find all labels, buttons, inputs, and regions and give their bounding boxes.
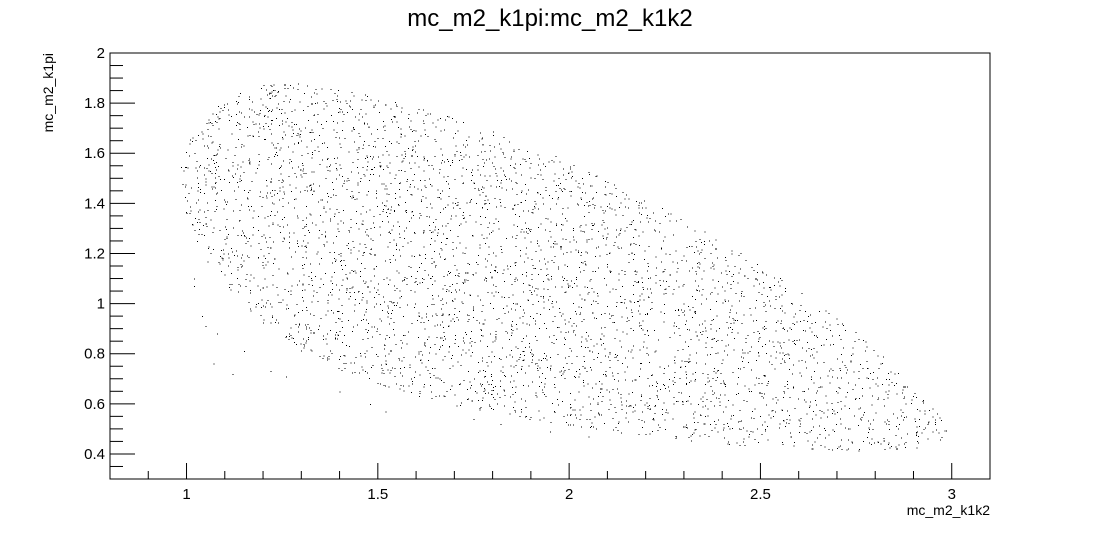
- x-tick-label: 1: [182, 486, 190, 503]
- y-tick-label: 1.4: [84, 195, 105, 212]
- chart-title: mc_m2_k1pi:mc_m2_k1k2: [407, 5, 693, 32]
- x-axis: 1 1.5 2 2.5 3: [147, 463, 991, 503]
- y-tick-label: 1: [97, 296, 105, 313]
- x-tick-label: 2: [565, 486, 573, 503]
- x-tick-label: 1.5: [367, 486, 388, 503]
- y-tick-label: 0.8: [84, 346, 105, 363]
- y-tick-label: 1.8: [84, 95, 105, 112]
- y-tick-label: 1.2: [84, 245, 105, 262]
- y-tick-label: 0.6: [84, 396, 105, 413]
- y-tick-label: 1.6: [84, 145, 105, 162]
- y-axis-title: mc_m2_k1pi: [40, 53, 56, 132]
- scatter-points: [180, 83, 947, 452]
- x-tick-label: 2.5: [750, 486, 771, 503]
- x-axis-title: mc_m2_k1k2: [907, 502, 990, 518]
- y-tick-label: 2: [97, 45, 105, 62]
- scatter-point-cloud: [180, 83, 947, 452]
- y-axis: 0.4 0.6 0.8 1 1.2 1.4 1.6 1.8 2: [84, 45, 135, 480]
- x-tick-label: 3: [948, 486, 956, 503]
- plot-frame: [109, 52, 991, 480]
- y-tick-label: 0.4: [84, 446, 105, 463]
